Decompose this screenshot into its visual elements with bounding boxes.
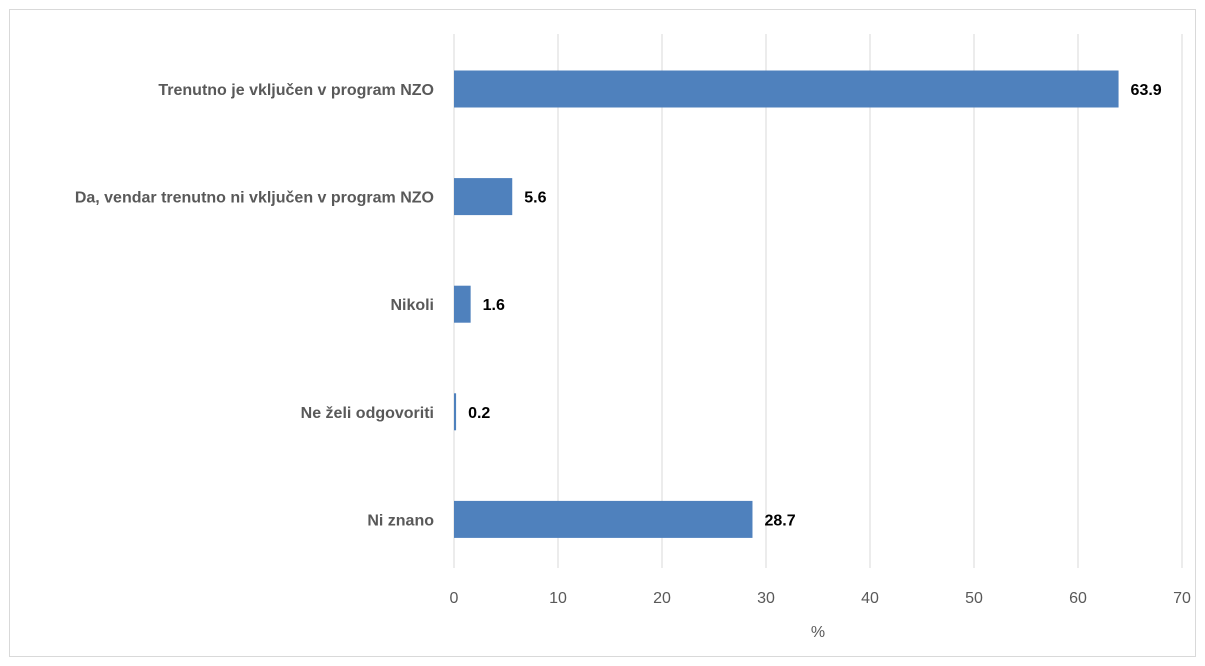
bar <box>454 285 471 323</box>
bars <box>454 70 1119 538</box>
chart-frame <box>9 9 1196 657</box>
category-label: Nikoli <box>390 297 434 314</box>
category-label: Ne želi odgovoriti <box>301 405 434 422</box>
x-tick-label: 10 <box>549 590 567 607</box>
bar <box>454 393 457 431</box>
category-labels: Trenutno je vključen v program NZO Da, ve… <box>75 82 434 529</box>
bar <box>454 178 513 216</box>
x-tick-label: 30 <box>757 590 775 607</box>
data-label: 1.6 <box>483 297 505 314</box>
x-tick-labels: 0 10 20 30 40 50 60 70 <box>450 590 1191 607</box>
data-labels: 63.9 5.6 1.6 0.2 28.7 <box>468 82 1162 529</box>
x-tick-label: 70 <box>1173 590 1191 607</box>
category-label: Ni znano <box>367 512 434 529</box>
x-axis-title: % <box>811 624 825 641</box>
data-label: 63.9 <box>1131 82 1162 99</box>
gridlines <box>453 34 1183 568</box>
x-tick-label: 20 <box>653 590 671 607</box>
category-label: Trenutno je vključen v program NZO <box>158 82 434 99</box>
data-label: 5.6 <box>524 190 546 207</box>
data-label: 28.7 <box>764 512 795 529</box>
data-label: 0.2 <box>468 405 490 422</box>
bar <box>454 70 1119 108</box>
x-tick-label: 40 <box>861 590 879 607</box>
x-tick-label: 60 <box>1069 590 1087 607</box>
x-tick-label: 0 <box>450 590 459 607</box>
x-tick-label: 50 <box>965 590 983 607</box>
category-label: Da, vendar trenutno ni vključen v progra… <box>75 190 434 207</box>
bar <box>454 500 753 538</box>
